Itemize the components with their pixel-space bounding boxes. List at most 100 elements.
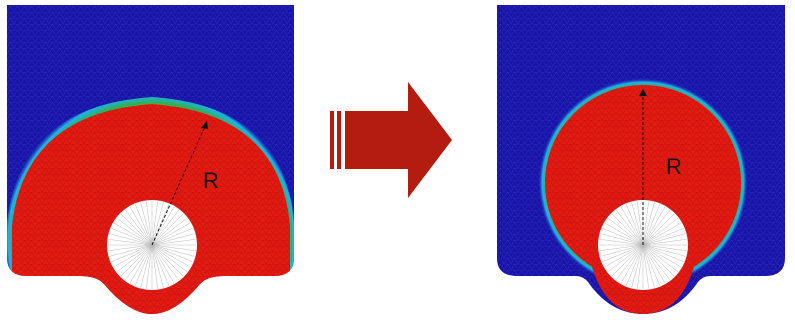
arrow-tail-bar-2 [337, 111, 341, 169]
hole-spokes [108, 201, 196, 289]
hole-spoke [151, 244, 191, 268]
hole-spoke [642, 244, 649, 289]
radius-label: R [203, 168, 219, 193]
hole-spoke [607, 244, 644, 272]
hole-spoke [599, 244, 644, 251]
panel-after: R [497, 5, 785, 314]
hole-spoke [599, 239, 644, 246]
hole-spoke [642, 227, 684, 246]
radius-label: R [666, 154, 682, 179]
hole-spoke [602, 244, 644, 263]
hole-spoke [642, 209, 670, 246]
hole-spoke [111, 244, 153, 263]
hole-spoke [151, 244, 175, 284]
hole-spoke [120, 213, 153, 246]
radius-arrowhead [639, 89, 647, 96]
hole-spoke [625, 204, 644, 246]
hole-spoke [120, 244, 153, 277]
hole-spoke [151, 222, 191, 246]
hole-spoke [151, 209, 179, 246]
hole-spoke [642, 244, 682, 268]
radius-arrowhead [201, 121, 208, 129]
hole-spoke [642, 206, 666, 246]
hole-spoke [642, 244, 655, 288]
hole-spokes [599, 201, 687, 289]
hole-spoke [109, 233, 153, 246]
hole-spoke [151, 227, 193, 246]
hole-spoke [108, 244, 153, 251]
hole-spoke [140, 244, 153, 288]
hole-spoke [642, 244, 666, 284]
hole-spoke [151, 244, 179, 281]
hole-spoke [146, 244, 153, 289]
hole-spoke [631, 202, 644, 246]
hole-spoke [642, 244, 684, 263]
hole-spoke [604, 244, 644, 268]
hole-spoke [151, 244, 188, 272]
hole-spoke [637, 244, 644, 289]
hole-spoke [611, 213, 644, 246]
hole-spoke [113, 244, 153, 268]
hole-spoke [607, 218, 644, 246]
hole-spoke [616, 244, 644, 281]
hole-spoke [151, 233, 195, 246]
hole-spoke [637, 201, 644, 246]
arrow-tail-bar-1 [330, 111, 334, 169]
hole-spoke [151, 201, 158, 246]
hole-spoke [600, 233, 644, 246]
hole-spoke [642, 233, 686, 246]
radius-line [151, 121, 208, 246]
hole-spoke [631, 244, 644, 288]
hole-spoke [600, 244, 644, 257]
hole-spoke [151, 202, 164, 246]
hole-spoke [129, 244, 153, 284]
hole-spoke [125, 209, 153, 246]
transition-arrow [330, 82, 452, 198]
hole-spoke [151, 244, 196, 251]
hole-spoke [125, 244, 153, 281]
hole-spoke [151, 244, 193, 263]
hole-spoke [642, 218, 679, 246]
hole-spoke [604, 222, 644, 246]
hole-spoke [620, 206, 644, 246]
hole-spoke [111, 227, 153, 246]
arrow-body [345, 82, 452, 198]
hole-spoke [642, 201, 649, 246]
hole-spoke [151, 206, 175, 246]
hole-spoke [642, 244, 661, 286]
hole-spoke [109, 244, 153, 257]
hole-spoke [642, 244, 679, 272]
hole-spoke [642, 244, 686, 257]
hole-spoke [642, 239, 687, 246]
hole-spoke [611, 244, 644, 277]
hole-spoke [113, 222, 153, 246]
hole-spoke [134, 244, 153, 286]
hole-spoke [620, 244, 644, 284]
hole-spoke [108, 239, 153, 246]
hole-spoke [642, 213, 675, 246]
hole-spoke [129, 206, 153, 246]
hole-spoke [151, 244, 164, 288]
hole-spoke [151, 244, 158, 289]
hole-spoke [151, 239, 196, 246]
hole-spoke [151, 244, 195, 257]
hole-spoke [642, 202, 655, 246]
hole-spoke [642, 204, 661, 246]
hole-spoke [116, 218, 153, 246]
hole-spoke [642, 244, 670, 281]
hole-spoke [642, 222, 682, 246]
hole-spoke [151, 244, 170, 286]
hole-spoke [151, 244, 184, 277]
hole-spoke [642, 244, 687, 251]
hole-spoke [616, 209, 644, 246]
hole-spoke [602, 227, 644, 246]
hole-spoke [642, 244, 675, 277]
hole-spoke [146, 201, 153, 246]
hole-spoke [140, 202, 153, 246]
hole-spoke [151, 218, 188, 246]
hole-spoke [134, 204, 153, 246]
hole-spoke [151, 213, 184, 246]
hole-spoke [116, 244, 153, 272]
